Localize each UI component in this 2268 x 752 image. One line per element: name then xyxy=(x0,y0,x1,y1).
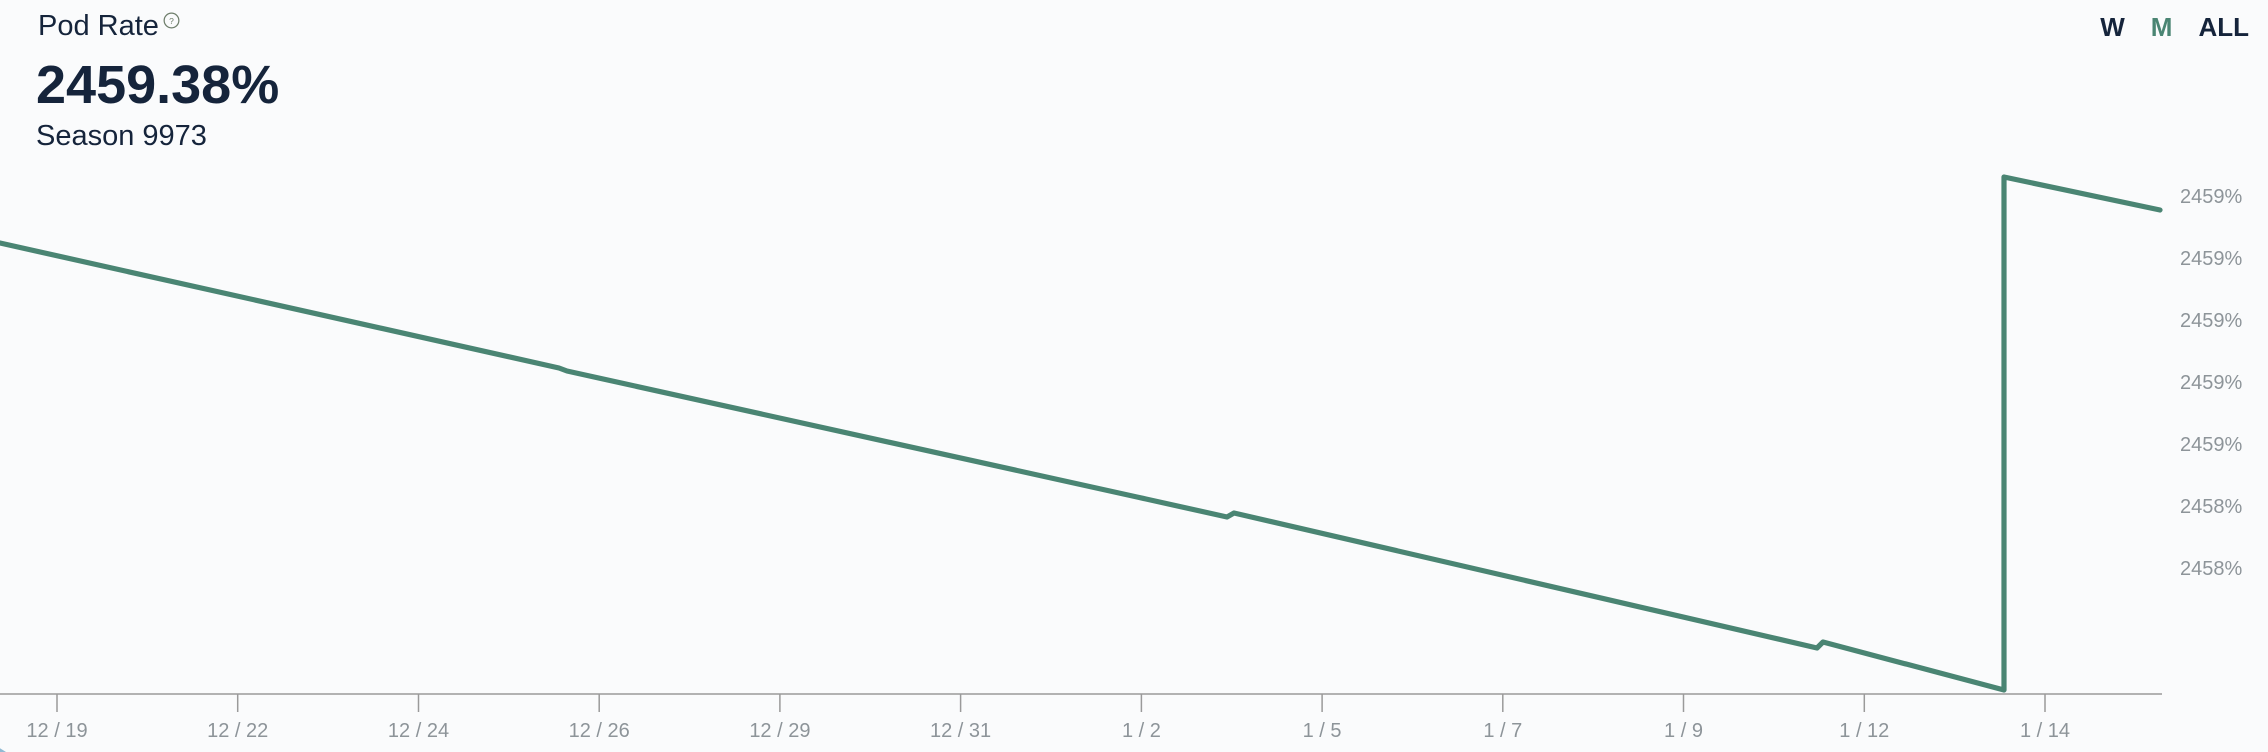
svg-text:1 / 9: 1 / 9 xyxy=(1664,720,1703,742)
svg-text:2459%: 2459% xyxy=(2180,310,2242,332)
svg-text:12 / 19: 12 / 19 xyxy=(26,720,87,742)
svg-text:12 / 26: 12 / 26 xyxy=(569,720,630,742)
svg-text:2459%: 2459% xyxy=(2180,248,2242,270)
svg-text:1 / 7: 1 / 7 xyxy=(1483,720,1522,742)
svg-text:2459%: 2459% xyxy=(2180,186,2242,208)
svg-text:12 / 22: 12 / 22 xyxy=(207,720,268,742)
svg-text:2458%: 2458% xyxy=(2180,558,2242,580)
svg-text:1 / 2: 1 / 2 xyxy=(1122,720,1161,742)
svg-text:2458%: 2458% xyxy=(2180,496,2242,518)
svg-text:12 / 31: 12 / 31 xyxy=(930,720,991,742)
svg-text:12 / 29: 12 / 29 xyxy=(749,720,810,742)
svg-text:1 / 12: 1 / 12 xyxy=(1839,720,1889,742)
svg-text:2459%: 2459% xyxy=(2180,434,2242,456)
svg-text:12 / 24: 12 / 24 xyxy=(388,720,449,742)
svg-text:2459%: 2459% xyxy=(2180,372,2242,394)
svg-text:1 / 5: 1 / 5 xyxy=(1303,720,1342,742)
svg-text:1 / 14: 1 / 14 xyxy=(2020,720,2070,742)
